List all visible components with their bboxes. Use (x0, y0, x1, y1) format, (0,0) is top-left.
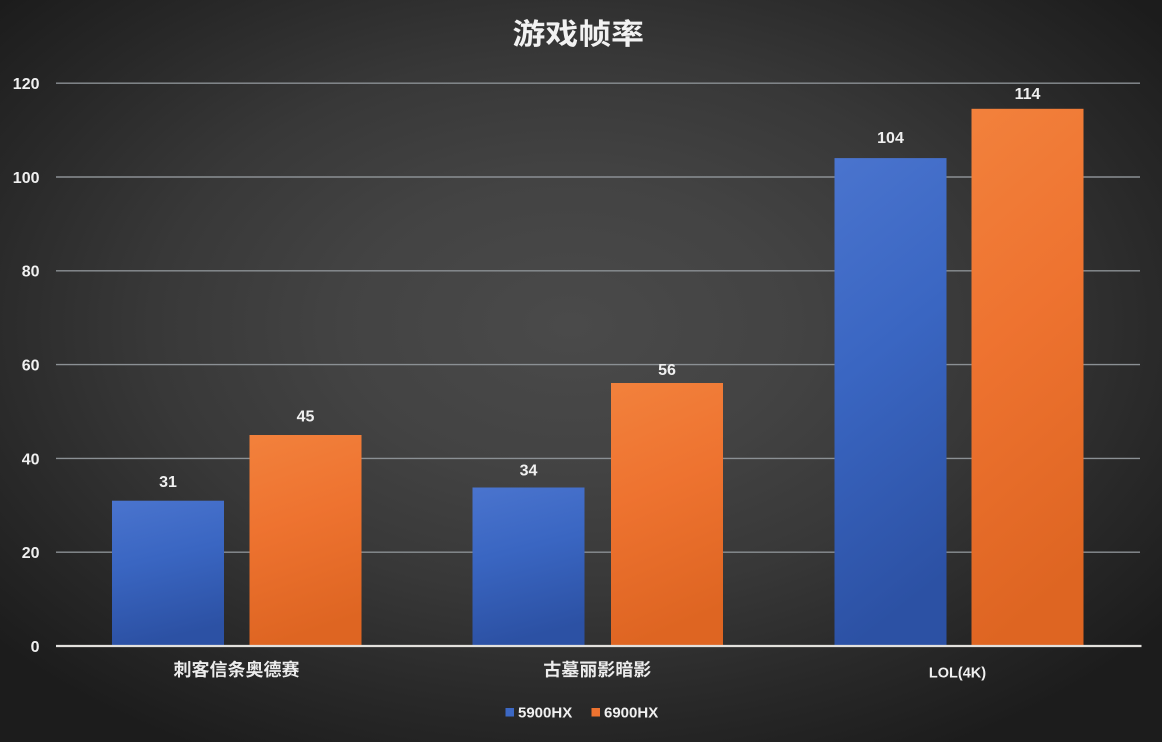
svg-text:100: 100 (13, 170, 40, 187)
svg-text:60: 60 (22, 358, 40, 375)
svg-text:20: 20 (22, 545, 40, 562)
svg-text:5900HX: 5900HX (518, 704, 572, 721)
svg-text:40: 40 (22, 451, 40, 468)
svg-text:0: 0 (31, 639, 40, 656)
svg-text:114: 114 (1015, 86, 1041, 103)
svg-text:104: 104 (877, 130, 904, 147)
svg-text:56: 56 (658, 362, 676, 379)
svg-text:LOL(4K): LOL(4K) (929, 665, 986, 681)
svg-text:45: 45 (297, 409, 315, 426)
svg-text:120: 120 (13, 76, 40, 93)
svg-text:6900HX: 6900HX (604, 704, 658, 721)
svg-text:80: 80 (22, 264, 40, 281)
svg-text:31: 31 (159, 474, 177, 491)
svg-text:34: 34 (520, 463, 538, 480)
